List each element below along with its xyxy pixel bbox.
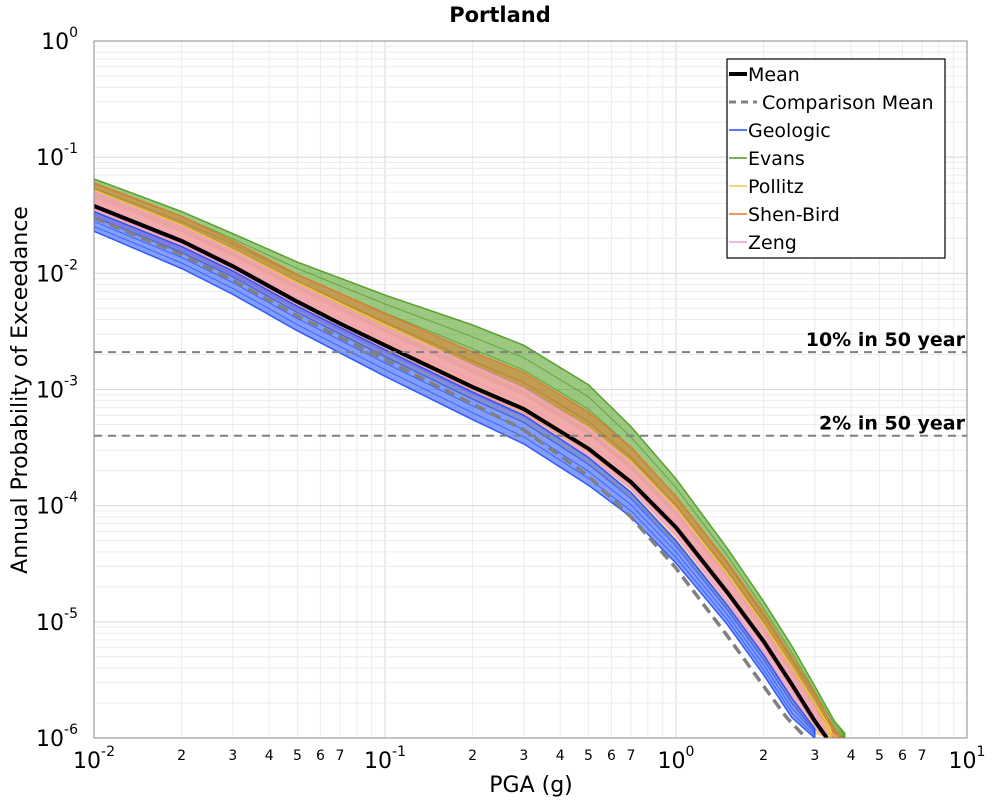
x-minor-tick-label: 6 — [607, 748, 616, 764]
x-minor-tick-label: 4 — [556, 748, 565, 764]
reference-line-label-1: 10% in 50 year — [806, 329, 966, 351]
plot-frame — [93, 40, 968, 739]
chart-title: Portland — [449, 3, 551, 27]
x-minor-tick-label: 4 — [847, 748, 856, 764]
y-axis-ticks: 10-6 10-5 10-4 10-3 10-2 10-1 100 — [36, 25, 78, 752]
series-strand-evans — [94, 183, 846, 735]
series-band-geologic — [94, 210, 816, 738]
legend-label-comparison-mean: Comparison Mean — [762, 92, 934, 114]
legend-label-geologic: Geologic — [748, 120, 831, 142]
y-tick-label: 10-3 — [36, 374, 78, 404]
series-strand-shen-bird — [94, 189, 842, 738]
x-minor-tick-label: 6 — [316, 748, 325, 764]
x-minor-tick-label: 7 — [626, 748, 635, 764]
x-minor-tick-label: 2 — [177, 748, 186, 764]
x-minor-tick-label: 3 — [228, 748, 237, 764]
x-tick-label: 101 — [949, 744, 986, 774]
legend-box — [726, 58, 946, 259]
legend: Mean Comparison Mean Geologic Evans Pollitz S… — [726, 58, 946, 259]
series-strand-geologic — [94, 216, 816, 732]
y-tick-label: 100 — [41, 25, 78, 55]
x-minor-tick-label: 5 — [293, 748, 302, 764]
legend-label-evans: Evans — [748, 148, 805, 170]
x-minor-tick-label: 5 — [875, 748, 884, 764]
y-tick-label: 10-5 — [36, 606, 78, 636]
x-tick-label: 10-2 — [73, 744, 115, 774]
y-tick-label: 10-2 — [36, 257, 78, 287]
x-minor-tick-label: 3 — [519, 748, 528, 764]
series-strand-geologic — [94, 225, 816, 737]
x-minor-tick-label: 5 — [584, 748, 593, 764]
x-minor-tick-label: 7 — [917, 748, 926, 764]
x-minor-tick-label: 7 — [335, 748, 344, 764]
x-tick-label: 10-1 — [364, 744, 406, 774]
y-tick-label: 10-4 — [36, 490, 78, 520]
x-minor-tick-label: 3 — [810, 748, 819, 764]
x-tick-label: 100 — [658, 744, 695, 774]
reference-line-label-2: 2% in 50 year — [819, 413, 966, 435]
legend-label-mean: Mean — [748, 64, 800, 86]
legend-label-pollitz: Pollitz — [748, 176, 804, 198]
y-tick-label: 10-1 — [36, 141, 78, 171]
x-axis-label: PGA (g) — [489, 773, 573, 798]
x-minor-tick-label: 6 — [898, 748, 907, 764]
x-minor-tick-label: 2 — [468, 748, 477, 764]
reference-lines: 10% in 50 year 2% in 50 year — [94, 329, 967, 437]
y-tick-label: 10-6 — [36, 722, 78, 752]
series-line-comparison-mean — [94, 216, 808, 738]
x-minor-tick-label: 2 — [759, 748, 768, 764]
legend-label-zeng: Zeng — [748, 232, 797, 254]
plot-series — [94, 178, 846, 738]
series-line-mean — [94, 204, 829, 738]
x-minor-tick-label: 4 — [265, 748, 274, 764]
y-axis-label: Annual Probability of Exceedance — [8, 206, 33, 574]
series-strand-geologic — [94, 221, 816, 734]
legend-label-shen-bird: Shen-Bird — [748, 204, 840, 226]
